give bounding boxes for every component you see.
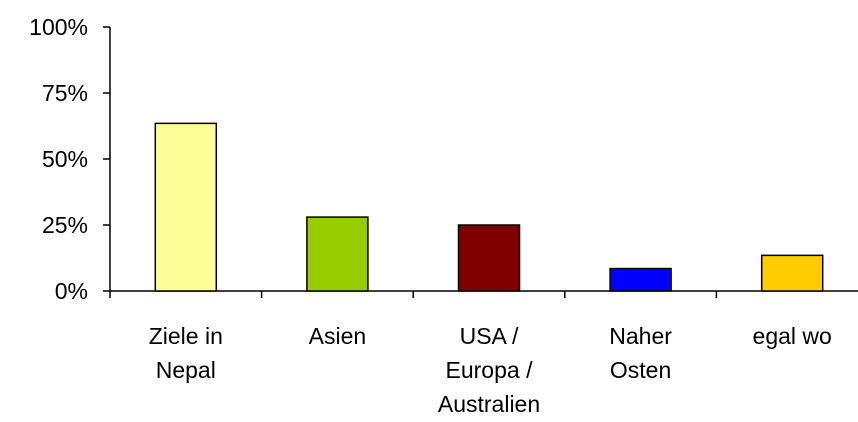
category-labels: Ziele in Nepal Asien USA / Europa / Australie… (149, 323, 832, 417)
category-label: Ziele in Nepal (149, 323, 223, 383)
x-tick-marks (109, 291, 718, 298)
bar (609, 267, 672, 292)
y-tick-label: 25% (42, 212, 88, 238)
category-label: egal wo (753, 323, 832, 349)
bar (306, 216, 369, 292)
category-label: Asien (309, 323, 367, 349)
bar (760, 254, 824, 292)
category-label: Naher Osten (609, 323, 672, 383)
y-tick-label: 0% (55, 278, 88, 304)
y-tick-label: 75% (42, 80, 88, 106)
y-tick-label: 50% (42, 146, 88, 172)
bar (457, 224, 521, 292)
y-tick-marks (103, 26, 110, 292)
y-tick-label: 100% (29, 14, 88, 40)
category-label: USA / Europa / Australien (438, 323, 540, 417)
y-tick-labels: 0% 25% 50% 75% 100% (29, 14, 88, 304)
bars (154, 122, 824, 292)
bar (154, 122, 218, 292)
